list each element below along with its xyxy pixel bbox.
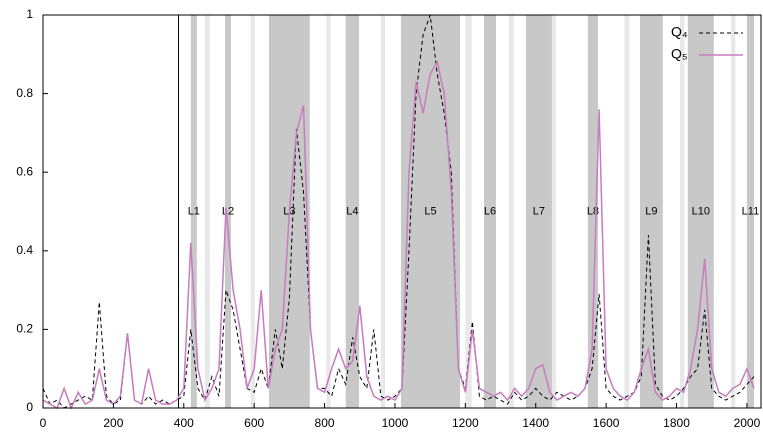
light-band [204, 15, 210, 408]
region-band [190, 15, 197, 408]
legend-label: Q₄ [671, 24, 688, 40]
x-tick-label: 1000 [382, 416, 409, 430]
y-tick-label: 0.4 [16, 243, 33, 257]
plot-frame [42, 14, 762, 409]
y-tick-label: 0.8 [16, 86, 33, 100]
light-band [508, 15, 514, 408]
region-band [639, 15, 663, 408]
light-band [380, 15, 386, 408]
region-label: L8 [587, 205, 599, 217]
region-label: L2 [222, 205, 234, 217]
x-tick-label: 1200 [452, 416, 479, 430]
region-band [224, 15, 231, 408]
x-tick-label: 400 [174, 416, 194, 430]
y-tick-label: 1 [26, 7, 33, 21]
region-label: L10 [692, 205, 710, 217]
region-label: L6 [484, 205, 496, 217]
y-tick-label: 0.2 [16, 322, 33, 336]
region-band [746, 15, 754, 408]
region-label: L7 [533, 205, 545, 217]
light-band [550, 15, 556, 408]
region-band [345, 15, 360, 408]
x-tick-label: 0 [40, 416, 47, 430]
legend-label: Q₅ [671, 46, 688, 62]
series-line [42, 14, 755, 409]
light-band [250, 15, 255, 408]
x-tick-label: 200 [103, 416, 123, 430]
y-tick-label: 0 [26, 400, 33, 414]
x-tick-label: 1400 [522, 416, 549, 430]
region-label: L11 [742, 205, 760, 217]
region-band [587, 15, 599, 408]
x-tick-label: 800 [315, 416, 335, 430]
x-tick-label: 2000 [734, 416, 761, 430]
light-band [465, 15, 472, 408]
x-tick-label: 1800 [663, 416, 690, 430]
region-label: L5 [424, 205, 436, 217]
region-label: L9 [645, 205, 657, 217]
region-band [525, 15, 552, 408]
region-label: L4 [346, 205, 358, 217]
x-tick-label: 1600 [593, 416, 620, 430]
region-band [484, 15, 496, 408]
series-line [42, 60, 755, 411]
light-band [680, 15, 685, 408]
light-band [731, 15, 736, 408]
y-tick-label: 0.6 [16, 164, 33, 178]
region-label: L1 [188, 205, 200, 217]
light-band [326, 15, 331, 408]
light-band [624, 15, 630, 408]
x-tick-label: 600 [244, 416, 264, 430]
